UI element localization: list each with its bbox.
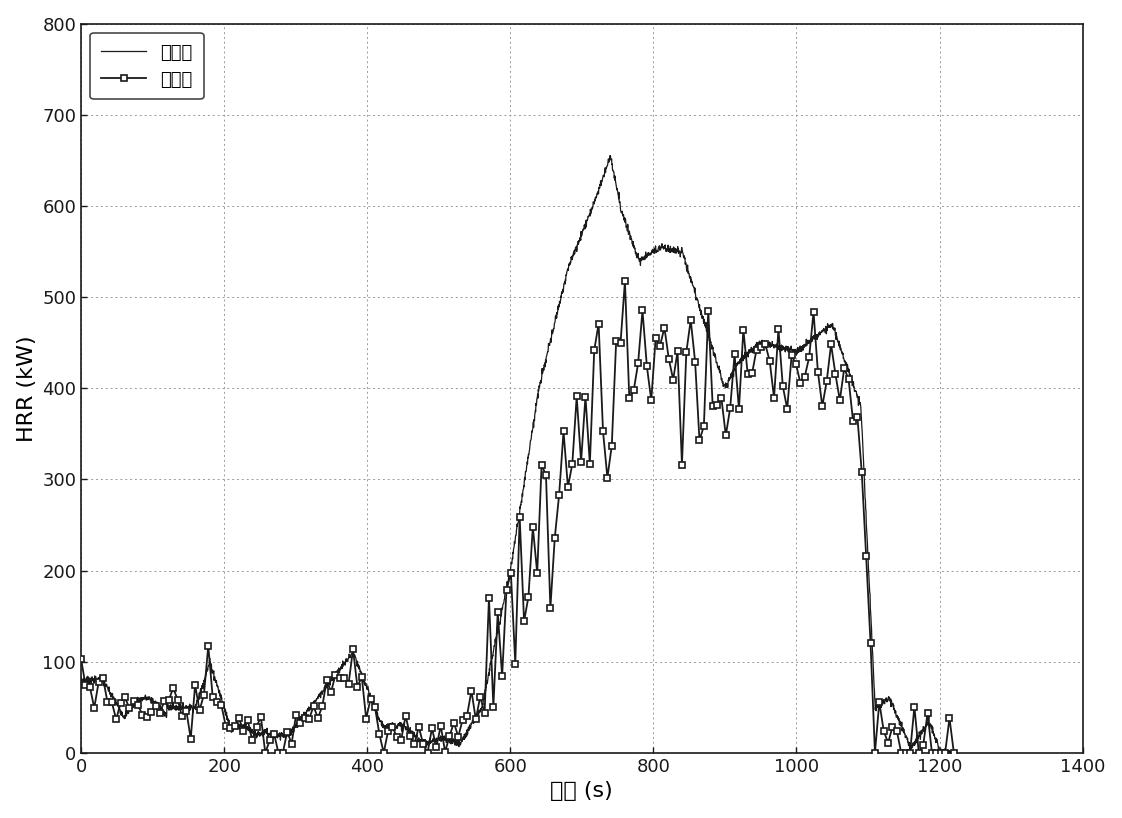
实验值	[618, 276, 632, 286]
Line: 计算值: 计算值	[81, 155, 954, 753]
计算值	[447, 735, 460, 744]
Y-axis label: HRR (kW): HRR (kW)	[17, 335, 37, 442]
实验值	[311, 712, 324, 722]
计算值	[226, 726, 239, 736]
实验值	[947, 748, 960, 757]
实验值	[237, 726, 250, 735]
计算值	[410, 731, 423, 741]
计算值	[174, 705, 187, 715]
计算值	[74, 672, 88, 682]
X-axis label: 时间 (s): 时间 (s)	[551, 781, 614, 802]
实验值	[258, 748, 272, 757]
实验值	[912, 748, 926, 757]
计算值	[836, 348, 849, 358]
实验值	[110, 714, 123, 724]
实验值	[127, 696, 140, 706]
Legend: 计算值, 实验值: 计算值, 实验值	[90, 33, 203, 100]
计算值	[934, 748, 947, 757]
计算值	[930, 735, 944, 744]
实验值	[74, 654, 88, 664]
计算值	[947, 748, 960, 757]
Line: 实验值: 实验值	[77, 277, 957, 757]
实验值	[882, 738, 895, 748]
计算值	[604, 151, 617, 160]
